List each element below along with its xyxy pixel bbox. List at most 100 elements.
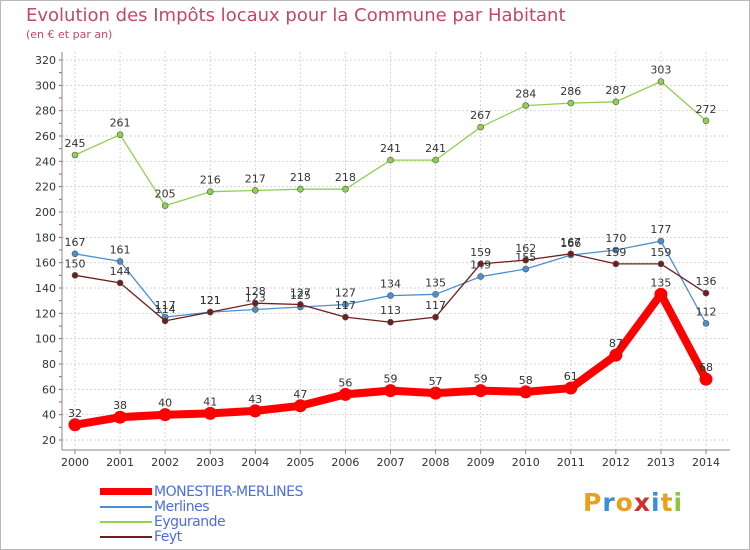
data-point-feyt xyxy=(657,260,665,268)
data-point-monestier-merlines xyxy=(429,386,443,400)
data-label-feyt: 136 xyxy=(696,275,717,288)
data-point-feyt xyxy=(387,318,394,326)
x-tick-label: 2006 xyxy=(331,456,359,469)
x-tick-label: 2010 xyxy=(512,456,540,469)
data-label-merlines: 117 xyxy=(155,299,176,312)
data-label-monestier-merlines: 59 xyxy=(474,373,488,386)
data-label-monestier-merlines: 38 xyxy=(113,399,127,412)
data-label-monestier-merlines: 59 xyxy=(384,373,398,386)
data-label-feyt: 162 xyxy=(515,242,536,255)
data-point-monestier-merlines xyxy=(474,384,488,398)
legend-label: Merlines xyxy=(154,499,210,515)
data-point-eygurande xyxy=(522,102,530,109)
y-tick-label: 120 xyxy=(35,307,56,320)
legend-swatch xyxy=(100,521,152,523)
data-label-eygurande: 216 xyxy=(200,174,221,187)
data-point-feyt xyxy=(567,250,575,258)
data-point-feyt xyxy=(71,272,79,279)
data-point-eygurande xyxy=(71,151,79,159)
data-label-merlines: 177 xyxy=(650,223,671,236)
data-label-merlines: 123 xyxy=(245,292,266,305)
data-label-merlines: 161 xyxy=(110,243,131,256)
x-tick-label: 2004 xyxy=(241,456,269,469)
data-label-eygurande: 303 xyxy=(650,64,671,77)
data-point-feyt xyxy=(206,308,214,316)
data-point-feyt xyxy=(342,313,349,321)
data-label-monestier-merlines: 68 xyxy=(699,361,713,374)
x-tick-label: 2003 xyxy=(196,456,224,469)
data-label-feyt: 114 xyxy=(155,303,176,316)
data-point-merlines xyxy=(342,301,349,308)
data-label-feyt: 117 xyxy=(425,299,446,312)
x-tick-label: 2012 xyxy=(602,456,630,469)
data-point-monestier-merlines xyxy=(654,287,668,301)
legend-swatch xyxy=(100,488,152,495)
data-point-feyt xyxy=(612,260,620,268)
y-tick-label: 240 xyxy=(35,155,56,168)
x-tick-label: 2000 xyxy=(61,456,89,469)
logo-letter: r xyxy=(602,488,616,517)
data-label-eygurande: 218 xyxy=(335,171,356,184)
logo-letter: x xyxy=(633,488,651,517)
data-point-merlines xyxy=(432,291,439,298)
data-point-feyt xyxy=(161,317,169,325)
data-label-eygurande: 287 xyxy=(605,84,626,97)
x-tick-label: 2009 xyxy=(467,456,495,469)
data-label-feyt: 128 xyxy=(245,285,266,298)
logo-letter: o xyxy=(615,488,634,517)
data-point-monestier-merlines xyxy=(158,408,172,422)
y-tick-label: 60 xyxy=(42,383,56,396)
data-point-eygurande xyxy=(387,156,394,164)
x-tick-label: 2002 xyxy=(151,456,179,469)
data-label-eygurande: 218 xyxy=(290,171,311,184)
y-tick-label: 80 xyxy=(42,358,56,371)
x-tick-label: 2011 xyxy=(557,456,585,469)
x-tick-label: 2007 xyxy=(377,456,405,469)
data-point-eygurande xyxy=(477,123,484,131)
data-label-monestier-merlines: 43 xyxy=(248,393,262,406)
data-point-feyt xyxy=(116,279,124,287)
data-label-eygurande: 217 xyxy=(245,172,266,185)
data-label-merlines: 125 xyxy=(290,289,311,302)
data-point-feyt xyxy=(251,299,259,307)
logo-letter: P xyxy=(583,488,603,517)
legend-swatch xyxy=(100,506,152,508)
data-label-merlines: 170 xyxy=(605,232,626,245)
data-label-feyt: 113 xyxy=(380,304,401,317)
data-point-merlines xyxy=(522,265,530,273)
data-label-feyt: 150 xyxy=(65,257,86,270)
legend-label: Feyt xyxy=(154,529,182,545)
y-tick-label: 220 xyxy=(35,181,56,194)
data-label-merlines: 135 xyxy=(425,276,446,289)
data-point-merlines xyxy=(477,273,484,280)
y-tick-label: 180 xyxy=(35,231,56,244)
y-tick-label: 260 xyxy=(35,130,56,143)
data-point-merlines xyxy=(71,250,79,258)
data-point-monestier-merlines xyxy=(113,410,127,424)
data-label-monestier-merlines: 61 xyxy=(564,370,578,383)
y-tick-label: 140 xyxy=(35,282,56,295)
y-tick-label: 280 xyxy=(35,105,56,118)
data-label-merlines: 134 xyxy=(380,278,401,291)
data-point-eygurande xyxy=(161,202,169,209)
data-point-merlines xyxy=(657,237,665,245)
data-point-eygurande xyxy=(612,98,620,106)
y-tick-label: 100 xyxy=(35,333,56,346)
data-point-monestier-merlines xyxy=(68,418,82,432)
data-point-feyt xyxy=(297,301,304,308)
data-point-feyt xyxy=(432,313,439,321)
data-point-eygurande xyxy=(702,117,710,125)
data-point-eygurande xyxy=(206,188,214,196)
data-label-monestier-merlines: 47 xyxy=(293,388,307,401)
data-point-eygurande xyxy=(116,131,124,139)
data-label-monestier-merlines: 32 xyxy=(68,407,82,420)
data-label-monestier-merlines: 135 xyxy=(650,276,671,289)
data-point-monestier-merlines xyxy=(293,399,307,413)
data-point-feyt xyxy=(477,260,484,268)
logo-letter: i xyxy=(673,488,684,517)
data-point-monestier-merlines xyxy=(338,387,352,401)
data-label-feyt: 167 xyxy=(560,236,581,249)
data-label-merlines: 127 xyxy=(335,286,356,299)
data-point-feyt xyxy=(522,256,530,264)
data-label-monestier-merlines: 41 xyxy=(203,395,217,408)
